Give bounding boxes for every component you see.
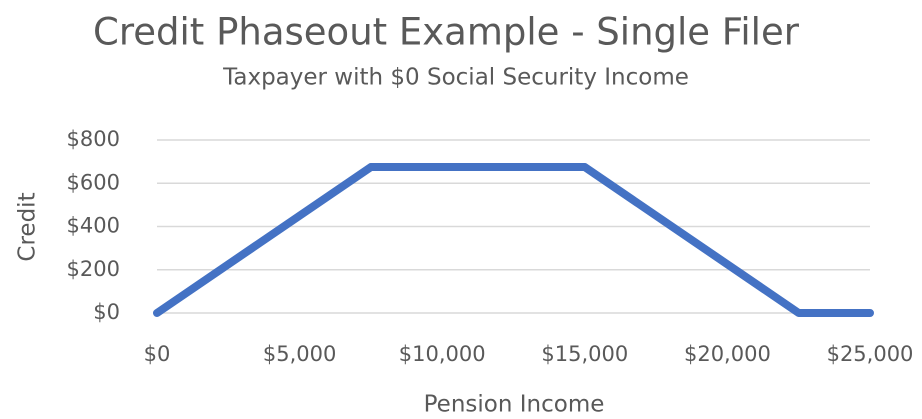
x-tick-label: $25,000 — [827, 342, 914, 366]
x-tick-label: $20,000 — [684, 342, 771, 366]
y-tick-label: $400 — [67, 214, 120, 238]
chart-title: Credit Phaseout Example - Single Filer — [93, 11, 800, 54]
data-line — [153, 163, 874, 317]
x-axis-title: Pension Income — [424, 392, 605, 418]
y-tick-label: $0 — [93, 300, 120, 324]
y-tick-label: $200 — [67, 257, 120, 281]
y-axis-title: Credit — [15, 192, 41, 261]
x-tick-label: $5,000 — [263, 342, 336, 366]
x-tick-label: $15,000 — [541, 342, 628, 366]
y-tick-label: $600 — [67, 170, 120, 194]
x-tick-label: $0 — [144, 342, 171, 366]
chart-subtitle: Taxpayer with $0 Social Security Income — [222, 65, 689, 91]
x-tick-label: $10,000 — [399, 342, 486, 366]
y-tick-label: $800 — [67, 127, 120, 151]
